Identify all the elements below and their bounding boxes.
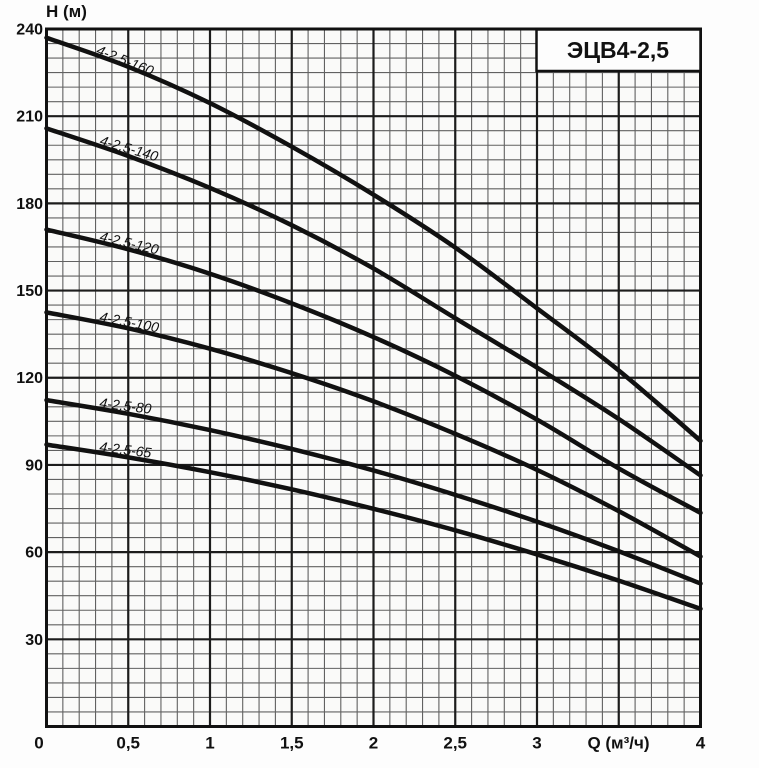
svg-text:4: 4 [696, 734, 706, 753]
svg-text:2,5: 2,5 [443, 734, 467, 753]
svg-text:120: 120 [16, 370, 43, 387]
svg-text:ЭЦВ4-2,5: ЭЦВ4-2,5 [567, 37, 669, 63]
svg-text:0: 0 [34, 734, 43, 753]
svg-text:2: 2 [369, 734, 378, 753]
svg-text:60: 60 [25, 545, 43, 562]
svg-text:H (м): H (м) [46, 2, 87, 21]
svg-text:4-2.5-80: 4-2.5-80 [99, 394, 153, 416]
svg-text:4-2.5-65: 4-2.5-65 [99, 438, 153, 460]
svg-text:90: 90 [25, 457, 43, 474]
svg-text:240: 240 [16, 22, 43, 39]
svg-text:1: 1 [205, 734, 214, 753]
svg-text:0,5: 0,5 [116, 734, 140, 753]
svg-text:3: 3 [532, 734, 541, 753]
svg-text:180: 180 [16, 196, 43, 213]
svg-text:30: 30 [25, 632, 43, 649]
svg-text:Q (м³/ч): Q (м³/ч) [587, 734, 649, 753]
svg-text:1,5: 1,5 [280, 734, 304, 753]
svg-text:150: 150 [16, 283, 43, 300]
svg-text:210: 210 [16, 109, 43, 126]
